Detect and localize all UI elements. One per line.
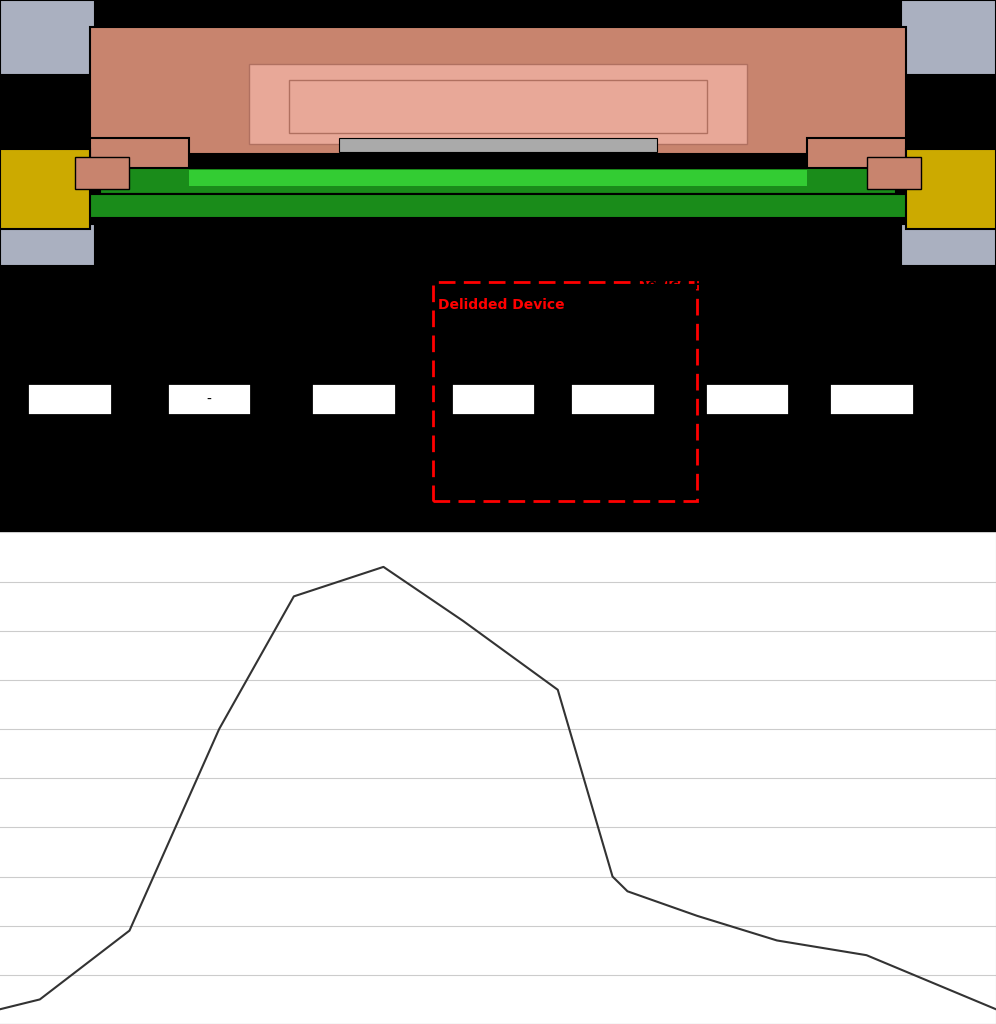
Text: R_board: R_board — [44, 453, 96, 466]
Bar — [249, 63, 747, 143]
Bar — [312, 383, 396, 416]
Bar — [339, 138, 657, 152]
Text: R_base: R_base — [186, 453, 232, 466]
Bar — [867, 157, 921, 189]
Text: R_TIM2: R_TIM2 — [724, 453, 770, 466]
Bar — [433, 283, 697, 501]
Bar — [167, 383, 251, 416]
Text: Ambient: Ambient — [0, 265, 53, 280]
Bar — [0, 150, 90, 229]
Bar — [100, 168, 896, 195]
Bar — [829, 383, 914, 416]
Bar — [289, 80, 707, 133]
Bar — [807, 138, 906, 178]
Text: R_die: R_die — [337, 453, 371, 466]
Text: Delidded Device: Delidded Device — [438, 298, 565, 312]
Bar — [28, 383, 113, 416]
Bar — [189, 170, 807, 186]
Bar — [570, 383, 655, 416]
Text: Device Package: Device Package — [635, 279, 759, 292]
Bar — [705, 383, 789, 416]
Text: R_TIM: R_TIM — [474, 453, 512, 466]
Bar — [901, 0, 996, 75]
Text: -: - — [207, 392, 211, 407]
Bar — [901, 223, 996, 266]
Text: Junction: Junction — [257, 271, 321, 285]
Bar — [906, 150, 996, 229]
Bar — [0, 0, 95, 75]
Bar — [0, 195, 996, 218]
Bar — [90, 27, 906, 155]
Bar — [144, 283, 837, 501]
Text: R_IHS: R_IHS — [595, 453, 630, 466]
Bar — [0, 223, 95, 266]
Bar — [75, 157, 129, 189]
Text: R_heatsink: R_heatsink — [838, 453, 905, 466]
Bar — [450, 383, 536, 416]
Text: Cold Wall: Cold Wall — [934, 265, 996, 280]
Bar — [90, 138, 189, 178]
